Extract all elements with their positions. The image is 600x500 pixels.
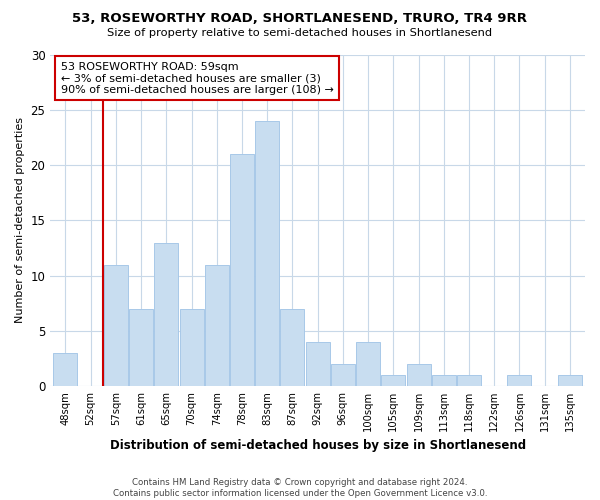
Bar [457, 375, 481, 386]
Bar [331, 364, 355, 386]
Bar [230, 154, 254, 386]
Bar [356, 342, 380, 386]
Bar [305, 342, 329, 386]
Bar [104, 264, 128, 386]
Text: 53 ROSEWORTHY ROAD: 59sqm
← 3% of semi-detached houses are smaller (3)
90% of se: 53 ROSEWORTHY ROAD: 59sqm ← 3% of semi-d… [61, 62, 334, 95]
Bar [205, 264, 229, 386]
Y-axis label: Number of semi-detached properties: Number of semi-detached properties [15, 118, 25, 324]
Bar [53, 353, 77, 386]
Text: Size of property relative to semi-detached houses in Shortlanesend: Size of property relative to semi-detach… [107, 28, 493, 38]
Bar [255, 121, 279, 386]
Bar [154, 242, 178, 386]
X-axis label: Distribution of semi-detached houses by size in Shortlanesend: Distribution of semi-detached houses by … [110, 440, 526, 452]
Text: Contains HM Land Registry data © Crown copyright and database right 2024.
Contai: Contains HM Land Registry data © Crown c… [113, 478, 487, 498]
Bar [508, 375, 532, 386]
Bar [432, 375, 456, 386]
Text: 53, ROSEWORTHY ROAD, SHORTLANESEND, TRURO, TR4 9RR: 53, ROSEWORTHY ROAD, SHORTLANESEND, TRUR… [73, 12, 527, 26]
Bar [407, 364, 431, 386]
Bar [129, 308, 153, 386]
Bar [558, 375, 582, 386]
Bar [280, 308, 304, 386]
Bar [179, 308, 203, 386]
Bar [382, 375, 405, 386]
